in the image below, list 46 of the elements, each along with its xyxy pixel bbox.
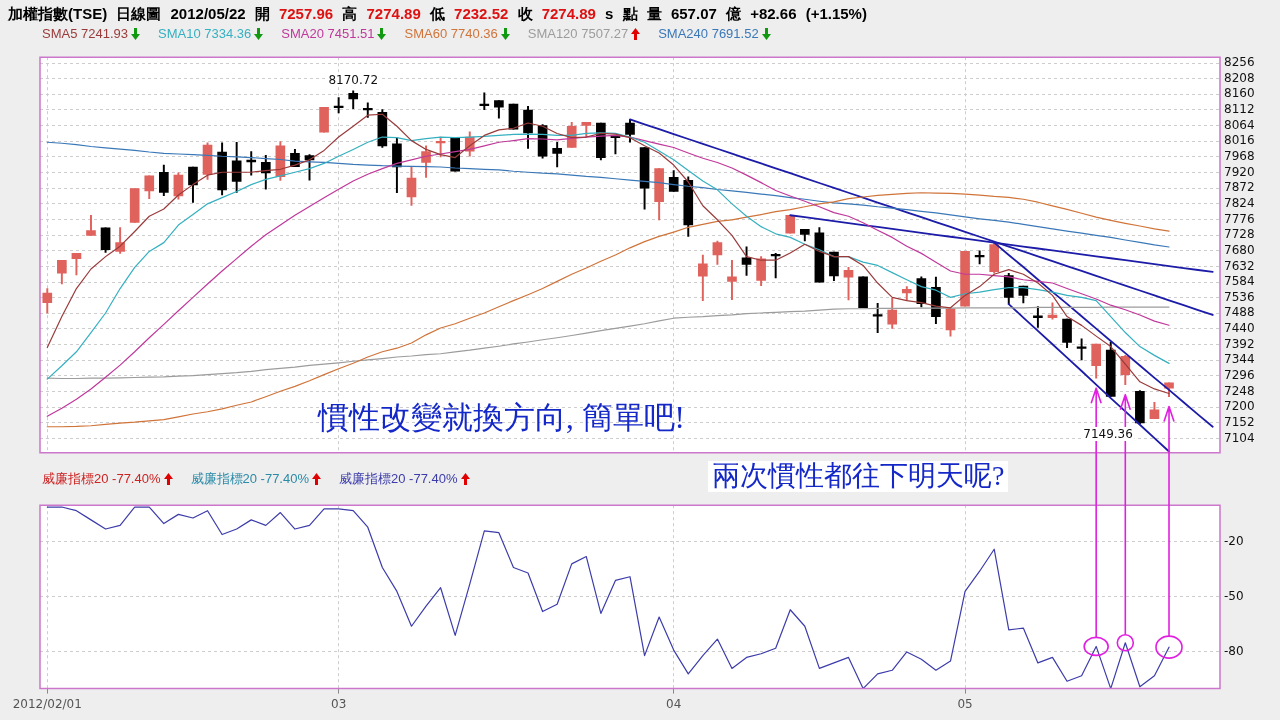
text: 威廉指標20 -77.40% bbox=[42, 471, 161, 487]
text: SMA5 7241.93 bbox=[42, 26, 129, 42]
y-tick-label: 7296 bbox=[1224, 368, 1255, 383]
chart-title: 加權指數(TSE) 日線圖 2012/05/22 開 7257.96 高 7274.89 低 7232.52 收 7274.89 s 點 量 657.07 億 +82.66 (+1.15%) bbox=[8, 5, 867, 22]
y-tick-label: 7104 bbox=[1224, 430, 1255, 445]
y-tick-label: 7248 bbox=[1224, 383, 1255, 398]
series-label: 威廉指標20 -77.40% bbox=[339, 471, 458, 487]
y-tick-label: 7488 bbox=[1224, 305, 1255, 320]
y-tick-label: 7776 bbox=[1224, 211, 1255, 226]
y-tick-label: 8064 bbox=[1224, 117, 1255, 132]
text: SMA20 7451.51 bbox=[281, 26, 375, 42]
text: 兩次慣性都往下明天呢? bbox=[708, 460, 1009, 492]
x-tick-label: 04 bbox=[666, 696, 682, 711]
annotation: 慣性改變就換方向, 簡單吧! bbox=[318, 400, 685, 436]
y-tick-label: 8112 bbox=[1224, 102, 1255, 117]
y-tick-label: 7920 bbox=[1224, 164, 1255, 179]
x-tick-label: 05 bbox=[957, 696, 973, 711]
y-tick-label: 7392 bbox=[1224, 336, 1255, 351]
y-tick-label: -50 bbox=[1224, 589, 1244, 604]
y-tick-label: 7728 bbox=[1224, 227, 1255, 242]
y-tick-label: 7680 bbox=[1224, 242, 1255, 257]
y-tick-label: 8160 bbox=[1224, 86, 1255, 101]
y-tick-label: 7200 bbox=[1224, 399, 1255, 414]
x-tick-label: 2012/02/01 bbox=[12, 696, 82, 711]
y-tick-label: 7344 bbox=[1224, 352, 1255, 367]
annotation: 8170.72 bbox=[327, 72, 380, 87]
y-tick-label: 7824 bbox=[1224, 195, 1255, 210]
text: SMA10 7334.36 bbox=[158, 26, 252, 42]
y-tick-label: 7440 bbox=[1224, 321, 1255, 336]
y-tick-label: 7536 bbox=[1224, 289, 1255, 304]
text: 威廉指標20 -77.40% bbox=[190, 471, 309, 487]
y-tick-label: 7152 bbox=[1224, 414, 1255, 429]
y-tick-label: -20 bbox=[1224, 534, 1244, 549]
text: SMA240 7691.52 bbox=[658, 26, 759, 42]
y-tick-label: 8208 bbox=[1224, 70, 1255, 85]
y-tick-label: 7968 bbox=[1224, 149, 1255, 164]
x-tick-label: 03 bbox=[331, 696, 347, 711]
text: SMA120 7507.27 bbox=[527, 26, 629, 42]
y-tick-label: 7632 bbox=[1224, 258, 1255, 273]
y-tick-label: 8016 bbox=[1224, 133, 1255, 148]
y-tick-label: 8256 bbox=[1224, 55, 1255, 70]
y-tick-label: 7872 bbox=[1224, 180, 1255, 195]
y-tick-label: 7584 bbox=[1224, 274, 1255, 289]
y-tick-label: -80 bbox=[1224, 644, 1244, 659]
text: SMA60 7740.36 bbox=[404, 26, 498, 42]
annotation: 7149.36 bbox=[1082, 426, 1134, 441]
